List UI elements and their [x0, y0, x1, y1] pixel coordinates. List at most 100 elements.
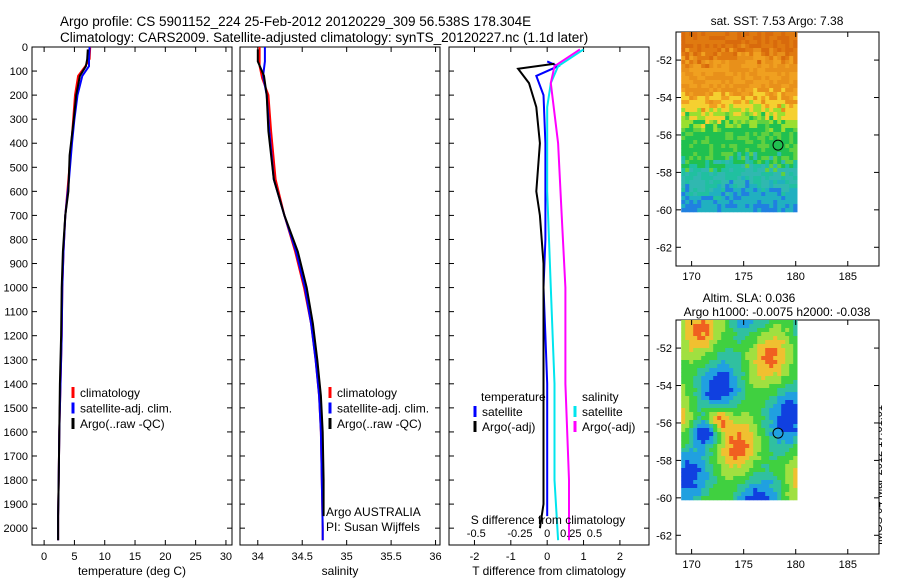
map-cell — [701, 328, 706, 333]
map-cell — [777, 52, 782, 57]
map-cell — [765, 432, 770, 437]
map-cell — [689, 364, 694, 369]
map-cell — [761, 108, 766, 113]
map-cell — [733, 172, 738, 177]
map-cell — [777, 112, 782, 117]
map-cell — [745, 396, 750, 401]
map-cell — [745, 384, 750, 389]
map-cell — [753, 104, 758, 109]
map-cell — [761, 64, 766, 69]
map-cell — [737, 432, 742, 437]
map-cell — [773, 348, 778, 353]
map-cell — [793, 464, 798, 469]
map-cell — [721, 348, 726, 353]
map-cell — [777, 424, 782, 429]
map-cell — [689, 412, 694, 417]
map-cell — [689, 340, 694, 345]
map-cell — [713, 124, 718, 129]
map-cell — [773, 320, 778, 325]
map-cell — [681, 400, 686, 405]
map-cell — [709, 168, 714, 173]
map-cell — [777, 184, 782, 189]
map-cell — [709, 460, 714, 465]
map-cell — [761, 320, 766, 325]
x-tick-label: -2 — [470, 551, 480, 563]
map-cell — [697, 76, 702, 81]
map-cell — [685, 408, 690, 413]
map-cell — [701, 348, 706, 353]
map-cell — [729, 416, 734, 421]
map-cell — [733, 196, 738, 201]
map-cell — [761, 200, 766, 205]
map-cell — [765, 340, 770, 345]
map-cell — [689, 444, 694, 449]
map-cell — [733, 160, 738, 165]
map-cell — [697, 200, 702, 205]
map-cell — [769, 144, 774, 149]
map-cell — [705, 60, 710, 65]
map-cell — [777, 388, 782, 393]
map-cell — [729, 172, 734, 177]
map-cell — [789, 40, 794, 45]
map-cell — [717, 176, 722, 181]
map-cell — [733, 328, 738, 333]
map-cell — [741, 408, 746, 413]
map-cell — [693, 36, 698, 41]
map-cell — [789, 464, 794, 469]
map-cell — [733, 200, 738, 205]
map-cell — [761, 356, 766, 361]
map-cell — [777, 64, 782, 69]
map-cell — [789, 364, 794, 369]
map-cell — [769, 464, 774, 469]
map-cell — [753, 452, 758, 457]
map-cell — [697, 136, 702, 141]
map-cell — [689, 124, 694, 129]
map-cell — [753, 68, 758, 73]
plot-frame-salinity — [239, 46, 441, 546]
map-cell — [749, 404, 754, 409]
map-cell — [729, 368, 734, 373]
map-cell — [705, 208, 710, 213]
map-cell — [777, 468, 782, 473]
map-cell — [725, 488, 730, 493]
map-cell — [685, 136, 690, 141]
map-cell — [745, 360, 750, 365]
map-cell — [701, 164, 706, 169]
map-cell — [777, 476, 782, 481]
map-cell — [685, 208, 690, 213]
map-cell — [721, 180, 726, 185]
map-cell — [741, 204, 746, 209]
map-cell — [777, 60, 782, 65]
map-cell — [753, 496, 758, 501]
map-cell — [701, 112, 706, 117]
map-cell — [685, 424, 690, 429]
map-cell — [765, 96, 770, 101]
map-cell — [681, 432, 686, 437]
map-cell — [757, 368, 762, 373]
map-cell — [769, 488, 774, 493]
map-cell — [757, 176, 762, 181]
map-cell — [765, 36, 770, 41]
map-cell — [773, 52, 778, 57]
map-cell — [721, 412, 726, 417]
secondary-x-tick-label: -0.25 — [507, 528, 532, 540]
map-cell — [693, 188, 698, 193]
map-cell — [781, 120, 786, 125]
map-cell — [757, 468, 762, 473]
map-cell — [693, 200, 698, 205]
map-cell — [765, 336, 770, 341]
map-cell — [745, 116, 750, 121]
map-cell — [741, 444, 746, 449]
map-cell — [725, 160, 730, 165]
map-cell — [713, 432, 718, 437]
y-tick-label: 300 — [10, 114, 28, 126]
map-cell — [745, 348, 750, 353]
map-cell — [693, 44, 698, 49]
map-cell — [725, 392, 730, 397]
map-cell — [729, 120, 734, 125]
map-cell — [757, 56, 762, 61]
map-cell — [725, 320, 730, 325]
map-cell — [713, 152, 718, 157]
map-cell — [785, 324, 790, 329]
map-cell — [697, 420, 702, 425]
